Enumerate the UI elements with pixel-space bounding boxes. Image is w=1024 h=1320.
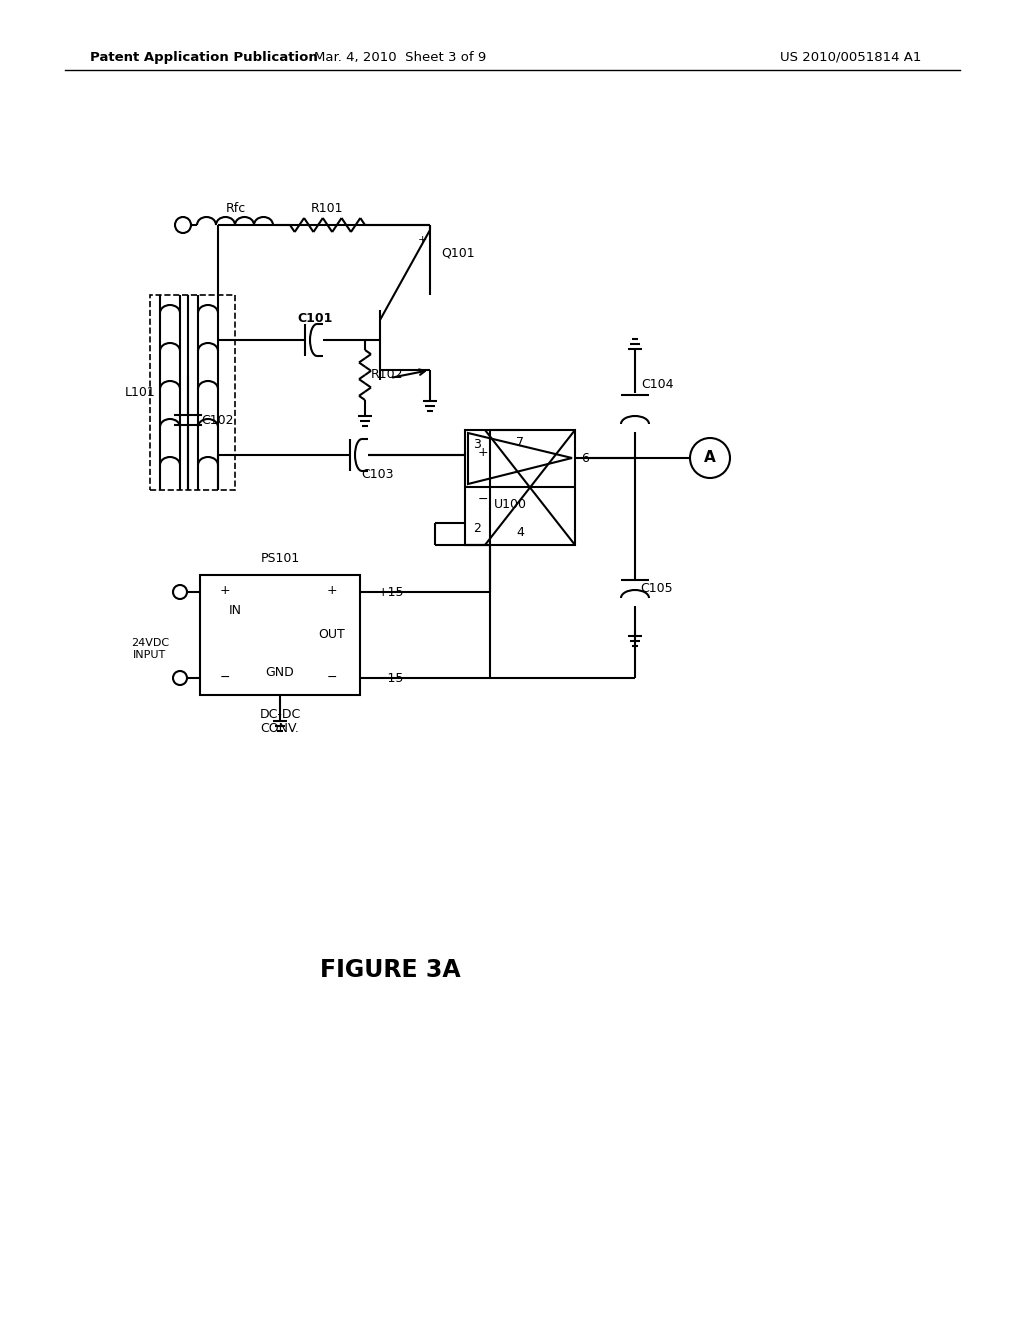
Text: C101: C101 <box>297 312 333 325</box>
Text: −15: −15 <box>378 672 404 685</box>
Text: 7: 7 <box>516 436 524 449</box>
Text: GND: GND <box>265 667 294 680</box>
Text: +: + <box>327 585 337 598</box>
Text: A: A <box>705 450 716 466</box>
Text: 3: 3 <box>473 437 481 450</box>
Text: Q101: Q101 <box>441 247 475 260</box>
Text: 4: 4 <box>516 527 524 540</box>
Text: Patent Application Publication: Patent Application Publication <box>90 50 317 63</box>
Text: −: − <box>327 671 337 684</box>
Text: C103: C103 <box>361 469 394 482</box>
Text: L101: L101 <box>125 385 156 399</box>
Text: US 2010/0051814 A1: US 2010/0051814 A1 <box>780 50 922 63</box>
Text: −: − <box>478 492 488 506</box>
Text: +15: +15 <box>378 586 404 598</box>
Bar <box>465 430 575 545</box>
Text: DC-DC: DC-DC <box>259 709 301 722</box>
Text: R101: R101 <box>310 202 343 214</box>
Text: R102: R102 <box>371 368 403 381</box>
Text: +: + <box>220 585 230 598</box>
Text: INPUT: INPUT <box>133 649 167 660</box>
Text: U100: U100 <box>494 499 526 511</box>
Text: +: + <box>418 235 427 246</box>
Text: Mar. 4, 2010  Sheet 3 of 9: Mar. 4, 2010 Sheet 3 of 9 <box>314 50 486 63</box>
Text: +: + <box>477 446 488 458</box>
Text: CONV.: CONV. <box>260 722 299 734</box>
Text: 24VDC: 24VDC <box>131 638 169 648</box>
Text: FIGURE 3A: FIGURE 3A <box>319 958 461 982</box>
Text: 6: 6 <box>581 451 589 465</box>
Bar <box>150 294 234 490</box>
Text: C104: C104 <box>641 379 673 392</box>
Text: −: − <box>220 671 230 684</box>
Text: 2: 2 <box>473 523 481 536</box>
Text: Rfc: Rfc <box>226 202 246 214</box>
Text: C102: C102 <box>202 413 234 426</box>
Bar <box>200 576 360 696</box>
Text: IN: IN <box>228 603 242 616</box>
Text: C105: C105 <box>641 582 674 594</box>
Text: OUT: OUT <box>318 628 345 642</box>
Text: PS101: PS101 <box>260 553 300 565</box>
